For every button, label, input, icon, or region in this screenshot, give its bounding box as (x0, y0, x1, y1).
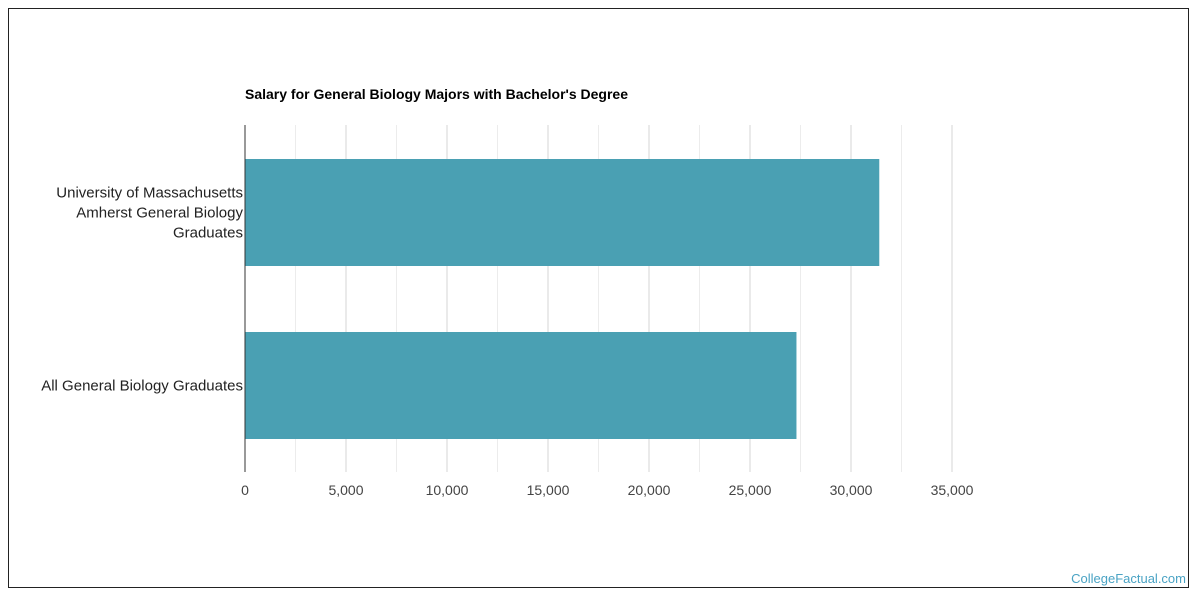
bars (245, 159, 880, 439)
x-tick-label: 15,000 (527, 482, 570, 498)
category-label-0-line-0: University of Massachusetts (56, 185, 243, 202)
bar-0[interactable] (245, 159, 880, 266)
bar-1[interactable] (245, 332, 797, 439)
x-tick-label: 20,000 (628, 482, 671, 498)
x-tick-label: 35,000 (931, 482, 974, 498)
category-label-0-line-1: Amherst General Biology (76, 205, 243, 222)
x-tick-label: 10,000 (426, 482, 469, 498)
chart-title: Salary for General Biology Majors with B… (245, 86, 628, 102)
x-tick-label: 5,000 (328, 482, 363, 498)
x-tick-label: 25,000 (729, 482, 772, 498)
x-tick-label: 0 (241, 482, 249, 498)
x-tick-label: 30,000 (830, 482, 873, 498)
category-label-0-line-2: Graduates (173, 225, 243, 242)
category-labels: University of Massachusetts Amherst Gener… (41, 185, 243, 395)
watermark[interactable]: CollegeFactual.com (1071, 571, 1186, 586)
category-label-1-line-0: All General Biology Graduates (41, 378, 243, 395)
x-axis-ticks: 0 5,000 10,000 15,000 20,000 25,000 30,000 35,0… (241, 482, 974, 498)
